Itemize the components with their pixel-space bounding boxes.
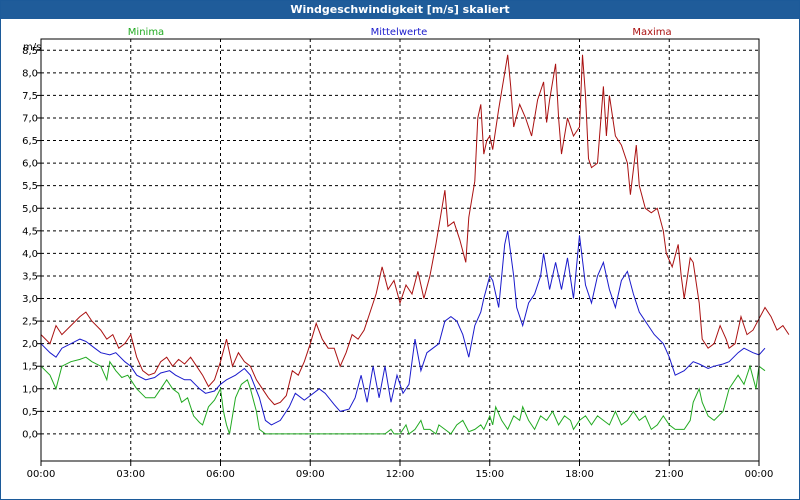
y-tick-label: 6,0 (22, 159, 38, 170)
grid (41, 39, 759, 461)
x-tick-time: 09:00 (296, 469, 325, 480)
y-tick-label: 2,5 (22, 317, 38, 328)
x-tick-time: 15:00 (475, 469, 504, 480)
window-title: Windgeschwindigkeit [m/s] skaliert (1, 1, 799, 19)
y-tick-label: 0,5 (22, 407, 38, 418)
y-tick-label: 7,5 (22, 91, 38, 102)
y-tick-label: 2,0 (22, 339, 38, 350)
x-tick-time: 12:00 (386, 469, 415, 480)
legend-item-maxima: Maxima (632, 27, 671, 38)
x-tick-time: 00:00 (745, 469, 774, 480)
legend-item-mittelwerte: Mittelwerte (371, 27, 428, 38)
x-tick-time: 18:00 (565, 469, 594, 480)
y-tick-label: 4,0 (22, 249, 38, 260)
y-tick-label: 3,0 (22, 294, 38, 305)
y-tick-label: 1,0 (22, 384, 38, 395)
x-axis: 00:0026.03.2203:0026.03.2206:0026.03.220… (27, 461, 774, 480)
x-tick-time: 00:00 (27, 469, 56, 480)
series-layer (40, 54, 790, 435)
x-tick-time: 06:00 (206, 469, 235, 480)
y-tick-label: 8,5 (22, 46, 38, 57)
legend: Minima Mittelwerte Maxima (128, 27, 672, 38)
x-tick-time: 03:00 (116, 469, 145, 480)
series-line-mittelwerte (40, 230, 766, 426)
y-axis: 0,0 0,5 1,0 1,5 2,0 2,5 3,0 3,5 4,0 4,5 5,0 5,5 6,0 6… (22, 46, 41, 440)
y-tick-label: 7,0 (22, 113, 38, 124)
y-axis-unit: m/s (23, 42, 41, 53)
y-tick-label: 5,0 (22, 204, 38, 215)
y-tick-label: 5,5 (22, 181, 38, 192)
y-tick-label: 6,5 (22, 136, 38, 147)
y-tick-label: 0,0 (22, 429, 38, 440)
y-tick-label: 8,0 (22, 68, 38, 79)
legend-item-minima: Minima (128, 27, 164, 38)
series-line-minima (40, 356, 766, 435)
y-tick-label: 3,5 (22, 271, 38, 282)
y-tick-label: 1,5 (22, 362, 38, 373)
y-tick-label: 4,5 (22, 226, 38, 237)
x-tick-time: 21:00 (655, 469, 684, 480)
line-chart: 0,0 0,5 1,0 1,5 2,0 2,5 3,0 3,5 4,0 4,5 5,0 5,5 6,0 6… (22, 27, 790, 480)
series-line-maxima (40, 54, 790, 406)
